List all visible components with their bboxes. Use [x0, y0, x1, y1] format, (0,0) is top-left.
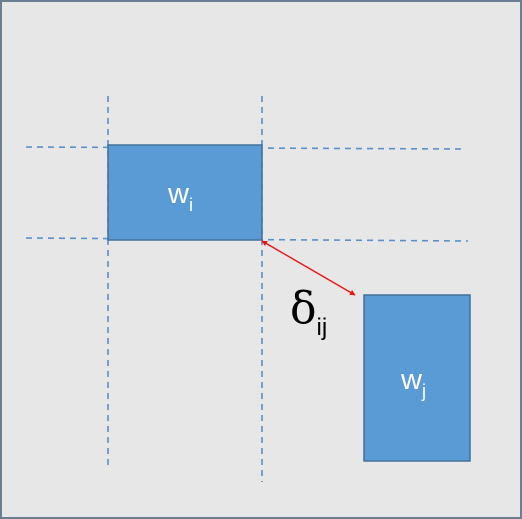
box-wj — [363, 294, 471, 462]
guide-horizontal-top — [25, 146, 463, 150]
box-wi-label: wi — [167, 178, 193, 215]
box-wi-subscript: i — [189, 195, 193, 215]
box-wi — [107, 144, 263, 241]
distance-subscript: ij — [317, 314, 328, 341]
box-wj-subscript: j — [421, 381, 426, 401]
box-wj-label: wj — [400, 364, 426, 401]
box-wj-symbol: w — [400, 364, 423, 396]
distance-symbol: δ — [290, 283, 317, 334]
distance-label: δij — [290, 283, 327, 341]
box-wi-symbol: w — [167, 178, 190, 210]
distance-arrow — [261, 240, 356, 296]
